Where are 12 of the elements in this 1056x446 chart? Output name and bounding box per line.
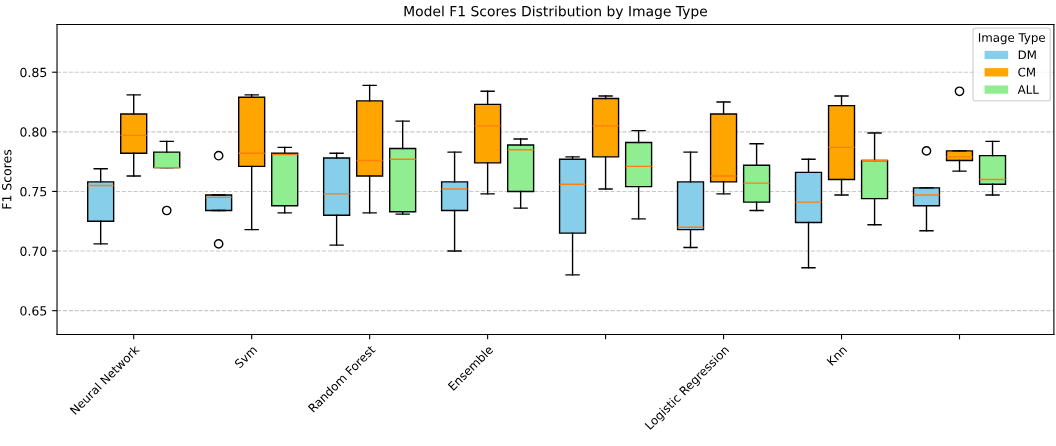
x-tick-label: Knn bbox=[826, 345, 848, 366]
y-tick-label: 0.70 bbox=[20, 246, 47, 256]
chart-title: Model F1 Scores Distribution by Image Type bbox=[404, 5, 708, 20]
legend-title: Image Type bbox=[978, 33, 1045, 45]
legend-label: DM bbox=[1018, 50, 1036, 60]
y-tick-label: 0.80 bbox=[20, 127, 47, 137]
legend-label: CM bbox=[1018, 67, 1035, 77]
legend-label: ALL bbox=[1017, 85, 1039, 94]
y-tick-label: 0.75 bbox=[20, 186, 47, 197]
y-tick-label: 0.65 bbox=[20, 306, 47, 316]
y-axis-title: F1 Scores bbox=[2, 149, 12, 209]
y-tick-label: 0.85 bbox=[20, 67, 47, 78]
